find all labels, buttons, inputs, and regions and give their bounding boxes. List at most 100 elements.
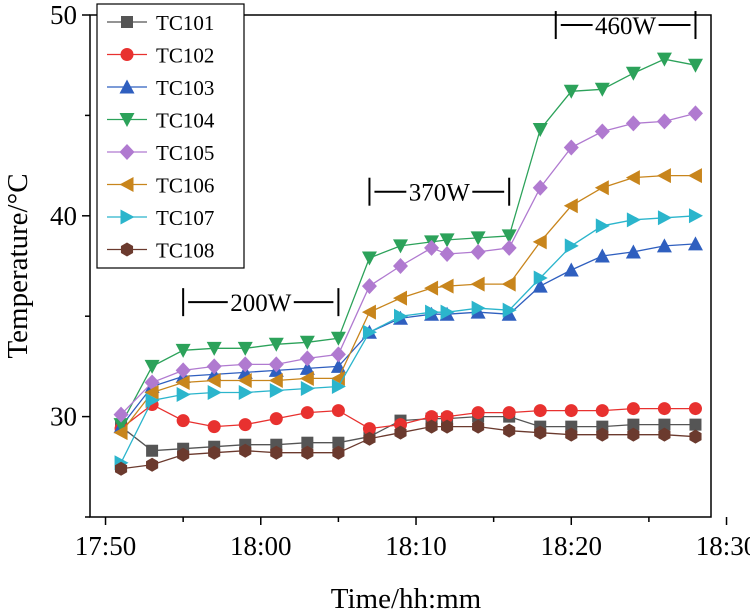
- data-point-tc106: [470, 276, 485, 292]
- data-point-tc105: [563, 139, 579, 156]
- data-point-tc107: [331, 378, 346, 394]
- axes-frame-group: 17:50 18:00 18:10 18:20 18:30 30 40 50: [50, 0, 750, 561]
- data-point-tc102: [533, 404, 547, 418]
- data-point-tc106: [501, 276, 516, 292]
- data-point-tc106: [113, 425, 128, 441]
- data-point-tc105: [237, 356, 253, 373]
- data-point-tc102: [657, 402, 671, 416]
- data-point-tc104: [439, 233, 455, 248]
- data-point-tc103: [594, 248, 610, 263]
- data-point-tc108: [114, 461, 128, 476]
- data-point-tc107: [238, 385, 253, 401]
- series-tc106: [113, 168, 702, 441]
- legend-item-tc107: TC107: [107, 206, 214, 230]
- data-point-tc104: [299, 335, 315, 350]
- legend-marker: [119, 113, 135, 127]
- data-point-tc105: [470, 243, 486, 260]
- data-point-tc102: [362, 422, 376, 436]
- annotation-460w: 460W: [554, 11, 697, 40]
- data-point-tc107: [502, 302, 517, 318]
- legend-item-tc101: TC101: [107, 11, 214, 35]
- series-line-tc103: [120, 243, 696, 427]
- data-point-tc106: [299, 370, 314, 386]
- data-point-tc101: [146, 444, 159, 457]
- data-point-tc108: [394, 425, 407, 440]
- series-group: [113, 52, 703, 476]
- data-point-tc106: [687, 168, 702, 184]
- data-point-tc104: [594, 82, 610, 97]
- data-point-tc108: [425, 419, 438, 434]
- data-point-tc108: [363, 431, 376, 446]
- y-tick-label: 40: [50, 201, 77, 231]
- data-point-tc107: [362, 324, 377, 340]
- legend-label: TC107: [156, 206, 214, 230]
- legend-marker: [119, 177, 134, 192]
- legend-item-tc102: TC102: [107, 44, 214, 68]
- data-point-tc106: [361, 304, 376, 320]
- legend-marker: [121, 16, 133, 28]
- data-point-tc104: [330, 331, 346, 346]
- legend-label: TC106: [156, 174, 214, 198]
- data-point-tc105: [439, 245, 455, 262]
- data-point-tc108: [534, 425, 547, 440]
- data-point-tc108: [301, 445, 314, 460]
- data-point-tc105: [625, 115, 641, 132]
- plot-frame: [89, 14, 712, 518]
- data-point-tc106: [206, 372, 221, 388]
- x-tick-label: 18:10: [385, 531, 447, 561]
- y-tick-label: 30: [50, 402, 77, 432]
- data-point-tc103: [563, 262, 579, 277]
- data-point-tc102: [176, 414, 190, 428]
- data-point-tc106: [594, 180, 609, 196]
- series-line-tc101: [120, 415, 696, 452]
- data-point-tc108: [472, 419, 485, 434]
- legend-item-tc106: TC106: [107, 174, 214, 198]
- data-point-tc107: [533, 270, 548, 286]
- series-line-tc104: [120, 58, 696, 425]
- data-point-tc107: [176, 387, 191, 403]
- x-axis-title: Time/hh:mm: [331, 583, 482, 615]
- data-point-tc104: [501, 229, 517, 244]
- legend-marker: [120, 242, 134, 257]
- data-point-tc102: [502, 406, 516, 420]
- x-tick-label: 18:00: [230, 531, 292, 561]
- data-point-tc106: [532, 234, 547, 250]
- legend-label: TC105: [156, 141, 214, 165]
- data-point-tc105: [113, 406, 129, 423]
- legend-label: TC101: [156, 11, 214, 35]
- x-tick-label: 18:30: [696, 531, 750, 561]
- data-point-tc104: [144, 359, 160, 374]
- data-point-tc107: [595, 218, 610, 234]
- data-point-tc106: [237, 372, 252, 388]
- series-tc102: [114, 398, 702, 436]
- data-point-tc106: [439, 278, 454, 294]
- annotation-group: 200W 370W 460W: [182, 11, 697, 317]
- legend-box: [96, 3, 245, 269]
- data-point-tc107: [688, 208, 703, 224]
- data-point-tc102: [207, 420, 221, 434]
- data-point-tc101: [332, 436, 345, 449]
- data-point-tc108: [177, 447, 190, 462]
- data-point-tc107: [425, 304, 440, 320]
- data-point-tc102: [269, 412, 283, 426]
- legend-item-tc108: TC108: [107, 239, 214, 263]
- data-point-tc108: [627, 427, 640, 442]
- data-point-tc105: [299, 350, 315, 367]
- data-point-tc107: [626, 212, 641, 228]
- data-point-tc105: [144, 374, 160, 391]
- x-tick-label: 17:50: [75, 531, 137, 561]
- data-point-tc104: [206, 341, 222, 356]
- data-point-tc108: [689, 429, 702, 444]
- data-point-tc102: [425, 410, 439, 424]
- data-point-tc104: [237, 341, 253, 356]
- data-point-tc106: [175, 374, 190, 390]
- data-point-tc103: [687, 236, 703, 251]
- annotation-label: 460W: [595, 13, 657, 40]
- legend-item-tc104: TC104: [107, 109, 215, 133]
- data-point-tc107: [394, 308, 408, 324]
- data-point-tc102: [238, 418, 252, 432]
- data-point-tc105: [361, 278, 377, 295]
- data-point-tc105: [268, 356, 284, 373]
- series-tc105: [113, 105, 703, 423]
- data-point-tc107: [207, 385, 222, 401]
